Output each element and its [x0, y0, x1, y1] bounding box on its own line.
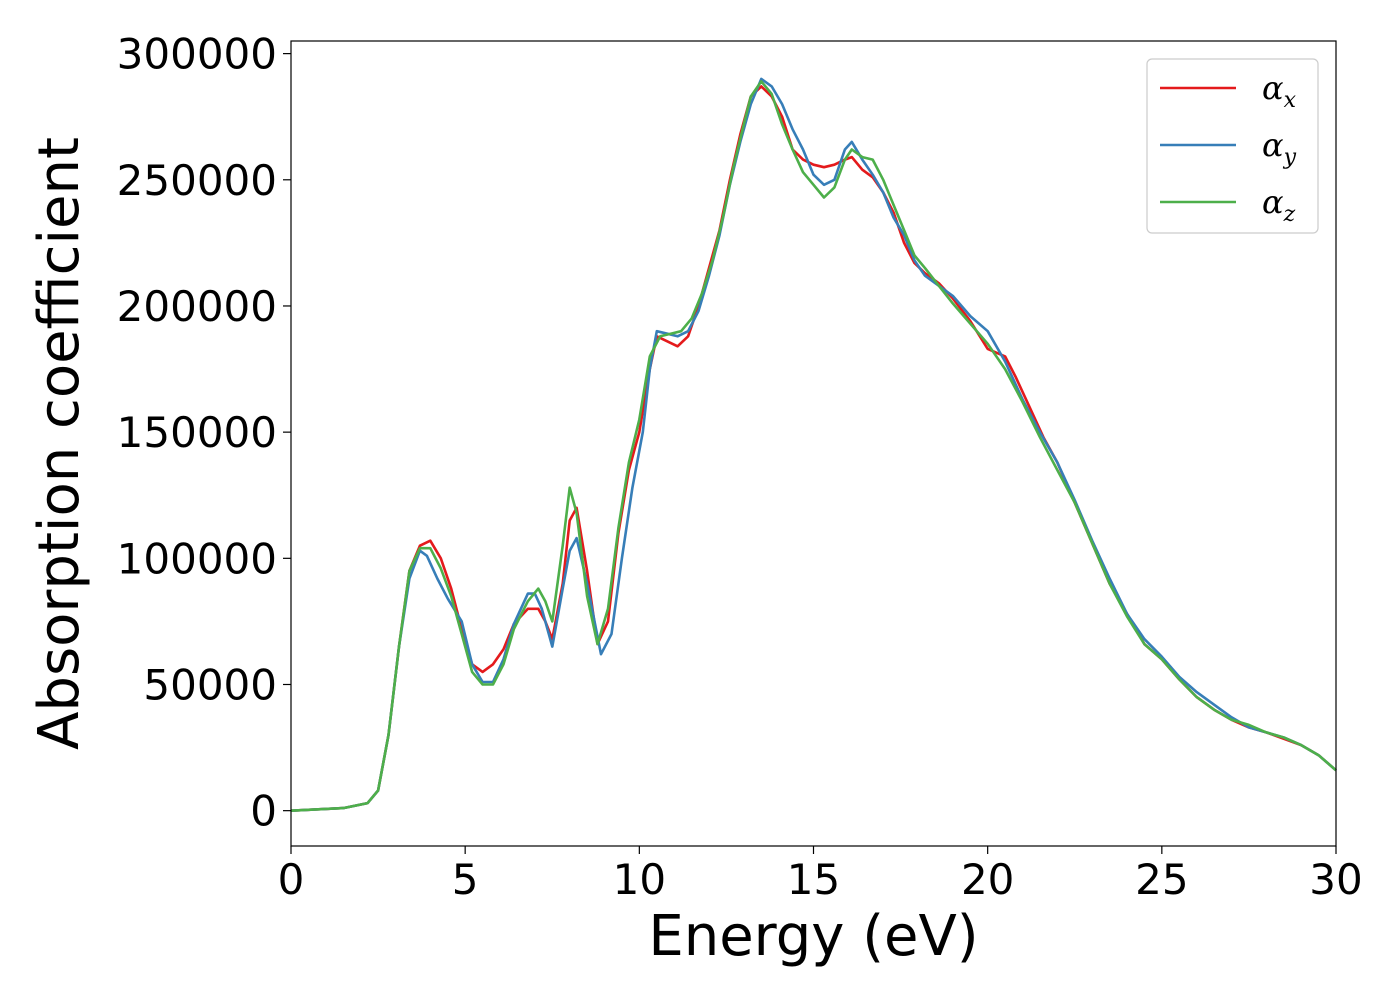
- y-tick-label: 150000: [117, 408, 277, 457]
- y-tick-label: 50000: [143, 660, 277, 709]
- y-tick-label: 200000: [117, 282, 277, 331]
- x-tick-label: 0: [278, 855, 305, 904]
- x-tick-label: 20: [961, 855, 1014, 904]
- x-tick-label: 5: [452, 855, 479, 904]
- x-tick-label: 30: [1309, 855, 1362, 904]
- x-axis-title: Energy (eV): [648, 904, 978, 969]
- y-axis-ticks: 0 50000 100000 150000 200000 250000 300000: [117, 30, 291, 836]
- x-tick-label: 25: [1135, 855, 1188, 904]
- x-tick-label: 10: [613, 855, 666, 904]
- x-tick-label: 15: [787, 855, 840, 904]
- y-tick-label: 250000: [117, 156, 277, 205]
- legend: αx αy αz: [1146, 58, 1319, 234]
- y-tick-label: 0: [250, 787, 277, 836]
- legend-label-y: αy: [1262, 126, 1297, 170]
- y-tick-label: 100000: [117, 534, 277, 583]
- x-axis-ticks: 0 5 10 15 20 25 30: [278, 846, 1363, 904]
- series-layer: [290, 77, 1337, 812]
- legend-label-z: αz: [1262, 183, 1296, 227]
- legend-label-x: αx: [1262, 69, 1297, 113]
- series-line-z: [290, 80, 1337, 812]
- y-tick-label: 300000: [117, 30, 277, 79]
- series-line-y: [290, 77, 1337, 812]
- y-axis-title: Absorption coefficient: [27, 137, 92, 750]
